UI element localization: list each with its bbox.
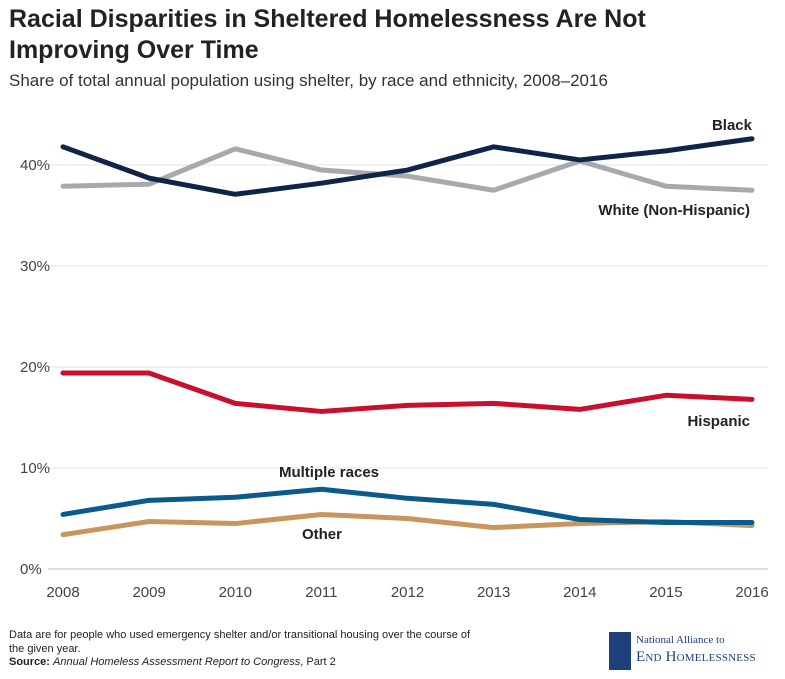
logo-mark-icon: [609, 632, 631, 670]
series-label: Black: [712, 117, 753, 134]
series-label: Multiple races: [279, 464, 379, 481]
x-tick-label: 2016: [735, 584, 768, 601]
x-tick-label: 2011: [305, 584, 337, 601]
logo-line2: End Homelessness: [636, 649, 756, 665]
x-tick-label: 2014: [563, 584, 596, 601]
series-line-hispanic: [60, 370, 755, 414]
x-tick-label: 2015: [649, 584, 682, 601]
y-tick-label: 30%: [20, 258, 50, 275]
source-rest: , Part 2: [300, 656, 336, 668]
series-label: Other: [302, 526, 342, 543]
series-line-white-non-hispanic-: [60, 146, 755, 193]
logo-line1: National Alliance to: [636, 634, 725, 646]
y-tick-label: 40%: [20, 157, 50, 174]
chart-subtitle: Share of total annual population using s…: [9, 71, 608, 90]
series-label: White (Non-Hispanic): [598, 202, 750, 219]
x-tick-label: 2012: [391, 584, 424, 601]
source-label: Source:: [9, 656, 50, 668]
naeh-logo: National Alliance to End Homelessness: [609, 632, 779, 672]
y-tick-label: 10%: [20, 460, 50, 477]
x-tick-label: 2010: [219, 584, 252, 601]
chart-title: Racial Disparities in Sheltered Homeless…: [9, 5, 646, 64]
y-tick-label: 0%: [20, 561, 42, 578]
source-line: Source: Annual Homeless Assessment Repor…: [9, 656, 336, 668]
data-note: Data are for people who used emergency s…: [9, 629, 471, 655]
series-line-multiple-races: [60, 486, 755, 526]
y-tick-label: 20%: [20, 359, 50, 376]
series-line-other: [60, 511, 755, 538]
line-chart: 0% 10% 20% 30% 40% 2008 2009 2010 2011 2012 2013 20…: [20, 117, 769, 601]
x-tick-label: 2008: [46, 584, 79, 601]
x-tick-label: 2009: [132, 584, 165, 601]
series-line-black: [60, 136, 755, 197]
series-label: Hispanic: [687, 413, 750, 430]
x-tick-label: 2013: [477, 584, 510, 601]
source-title: Annual Homeless Assessment Report to Con…: [53, 656, 301, 668]
